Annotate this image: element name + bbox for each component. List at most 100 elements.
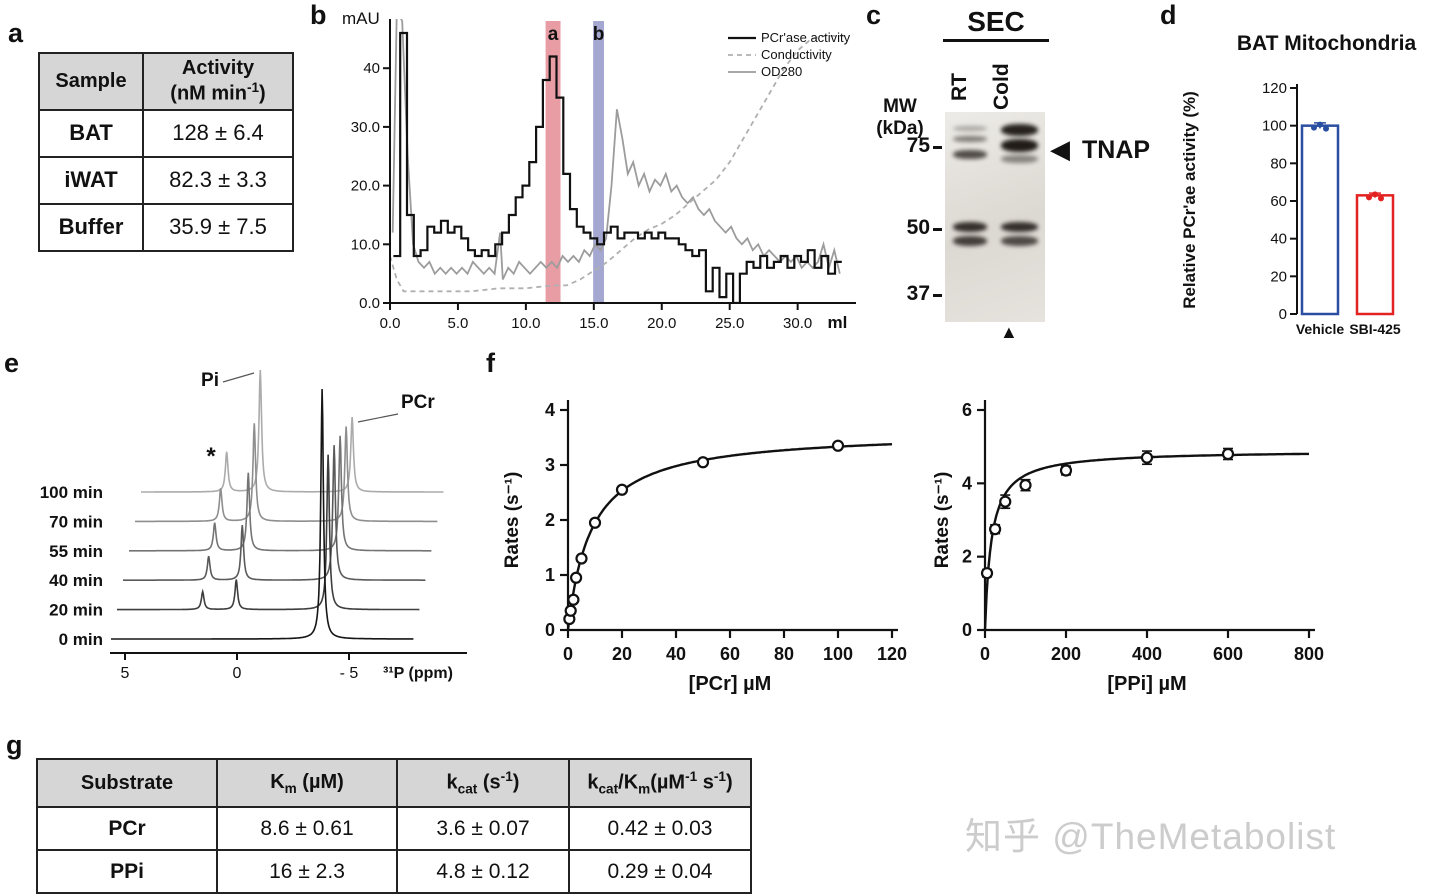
mw-axis-label: MW (kDa) — [876, 96, 924, 139]
column-header: Sample — [38, 52, 144, 111]
data-point — [999, 495, 1012, 508]
svg-text:10.0: 10.0 — [351, 236, 380, 253]
table-row: PPi 16 ± 2.3 4.8 ± 0.12 0.29 ± 0.04 — [36, 849, 752, 894]
bar-SBI-425 — [1355, 194, 1395, 316]
panel-label-a: a — [8, 18, 24, 48]
cell: 35.9 ± 7.5 — [142, 202, 294, 252]
svg-text:5: 5 — [121, 665, 130, 682]
svg-text:70 min: 70 min — [49, 512, 103, 531]
data-point — [569, 571, 583, 584]
table-row: iWAT 82.3 ± 3.3 — [38, 155, 294, 205]
highlight-fraction-a — [545, 21, 561, 303]
row-header: BAT — [38, 108, 144, 158]
mw-marker-50: 50 — [906, 216, 930, 239]
svg-text:55 min: 55 min — [49, 542, 103, 561]
bat-chart-ylabel: Relative PCr'ae activity (%) — [1180, 91, 1199, 309]
svg-text:60: 60 — [720, 644, 740, 664]
svg-text:40: 40 — [1270, 231, 1287, 248]
svg-text:100: 100 — [823, 644, 853, 664]
data-point — [1221, 447, 1235, 461]
svg-text:80: 80 — [1270, 155, 1287, 172]
svg-text:20 min: 20 min — [49, 601, 103, 620]
watermark: 知乎 @TheMetabolist — [965, 816, 1337, 857]
nmr-trace — [129, 435, 432, 552]
svg-text:Pi: Pi — [201, 370, 219, 391]
panel-label-d: d — [1160, 0, 1177, 30]
data-point — [989, 523, 1002, 536]
row-header: PCr — [36, 806, 218, 851]
cell: 8.6 ± 0.61 — [216, 806, 398, 851]
data-point — [696, 456, 710, 469]
table-row: BAT 128 ± 6.4 — [38, 108, 294, 158]
svg-text:800: 800 — [1294, 644, 1324, 664]
mw-tick-37 — [933, 294, 942, 297]
svg-text:mAU: mAU — [342, 9, 380, 28]
blot-image — [945, 112, 1045, 322]
svg-text:0: 0 — [1279, 306, 1287, 323]
nmr-trace — [141, 369, 444, 493]
svg-text:ml: ml — [828, 313, 848, 332]
svg-text:³¹P (ppm): ³¹P (ppm) — [383, 665, 453, 682]
svg-text:40: 40 — [666, 644, 686, 664]
table-row: PCr 8.6 ± 0.61 3.6 ± 0.07 0.42 ± 0.03 — [36, 806, 752, 851]
svg-text:120: 120 — [1262, 80, 1287, 97]
sec-title: SEC — [943, 6, 1049, 42]
highlight-fraction-b — [593, 21, 605, 303]
svg-text:600: 600 — [1213, 644, 1243, 664]
nmr-trace — [135, 423, 438, 523]
svg-text:Rates (s⁻¹): Rates (s⁻¹) — [502, 472, 523, 569]
blot-band — [1001, 155, 1038, 163]
svg-text:PCr: PCr — [401, 392, 435, 413]
data-point — [1059, 464, 1073, 477]
data-point — [575, 552, 588, 565]
column-header: Km (µM) — [216, 758, 398, 808]
svg-text:PCr'ase activity: PCr'ase activity — [761, 30, 851, 45]
column-header: Substrate — [36, 758, 218, 808]
svg-text:6: 6 — [962, 400, 972, 420]
svg-text:0: 0 — [545, 620, 555, 640]
data-point — [1019, 479, 1032, 492]
tnap-arrow-icon: ◀ — [1050, 134, 1070, 164]
mw-tick-75 — [933, 146, 942, 149]
svg-text:20.0: 20.0 — [647, 315, 676, 332]
data-point — [567, 593, 580, 606]
svg-text:60: 60 — [1270, 193, 1287, 210]
column-header: kcat/Km(µM-1 s-1) — [568, 758, 752, 808]
svg-text:100: 100 — [1262, 118, 1287, 135]
svg-text:30.0: 30.0 — [783, 315, 812, 332]
mw-marker-75: 75 — [906, 134, 930, 157]
chromatogram-legend: PCr'ase activity Conductivity OD280 — [728, 30, 851, 79]
row-header: iWAT — [38, 155, 144, 205]
bat-bar-chart: 0 20 40 60 80 100 120 Vehicle SBI-425 — [1262, 80, 1401, 337]
nmr-trace — [123, 445, 426, 581]
svg-text:120: 120 — [877, 644, 907, 664]
svg-text:*: * — [206, 443, 216, 470]
cell: 16 ± 2.3 — [216, 849, 398, 894]
svg-text:4: 4 — [545, 400, 555, 420]
svg-text:25.0: 25.0 — [715, 315, 744, 332]
bat-chart-title: BAT Mitochondria — [1236, 32, 1417, 55]
data-point — [564, 604, 577, 617]
row-header: Buffer — [38, 202, 144, 252]
svg-text:0: 0 — [233, 665, 242, 682]
lane-label-cold: Cold — [990, 63, 1013, 111]
svg-text:0 min: 0 min — [59, 630, 103, 649]
data-point — [980, 567, 994, 580]
row-header: PPi — [36, 849, 218, 894]
panel-label-f: f — [486, 348, 495, 378]
data-point — [831, 439, 845, 452]
fit-curve — [983, 452, 1309, 631]
svg-text:- 5: - 5 — [340, 665, 359, 682]
svg-text:20: 20 — [612, 644, 632, 664]
svg-text:2: 2 — [545, 510, 555, 530]
svg-text:2: 2 — [962, 547, 972, 567]
kinetics-table-header-row: Substrate Km (µM) kcat (s-1) kcat/Km(µM-1 s… — [36, 758, 752, 808]
blot-band — [1001, 124, 1038, 136]
lane-label-rt: RT — [948, 73, 971, 101]
mw-marker-37: 37 — [906, 282, 930, 305]
svg-text:[PCr] µM: [PCr] µM — [689, 673, 772, 695]
svg-text:Vehicle: Vehicle — [1296, 321, 1344, 337]
column-header: kcat (s-1) — [396, 758, 570, 808]
tnap-label: TNAP — [1082, 136, 1151, 164]
